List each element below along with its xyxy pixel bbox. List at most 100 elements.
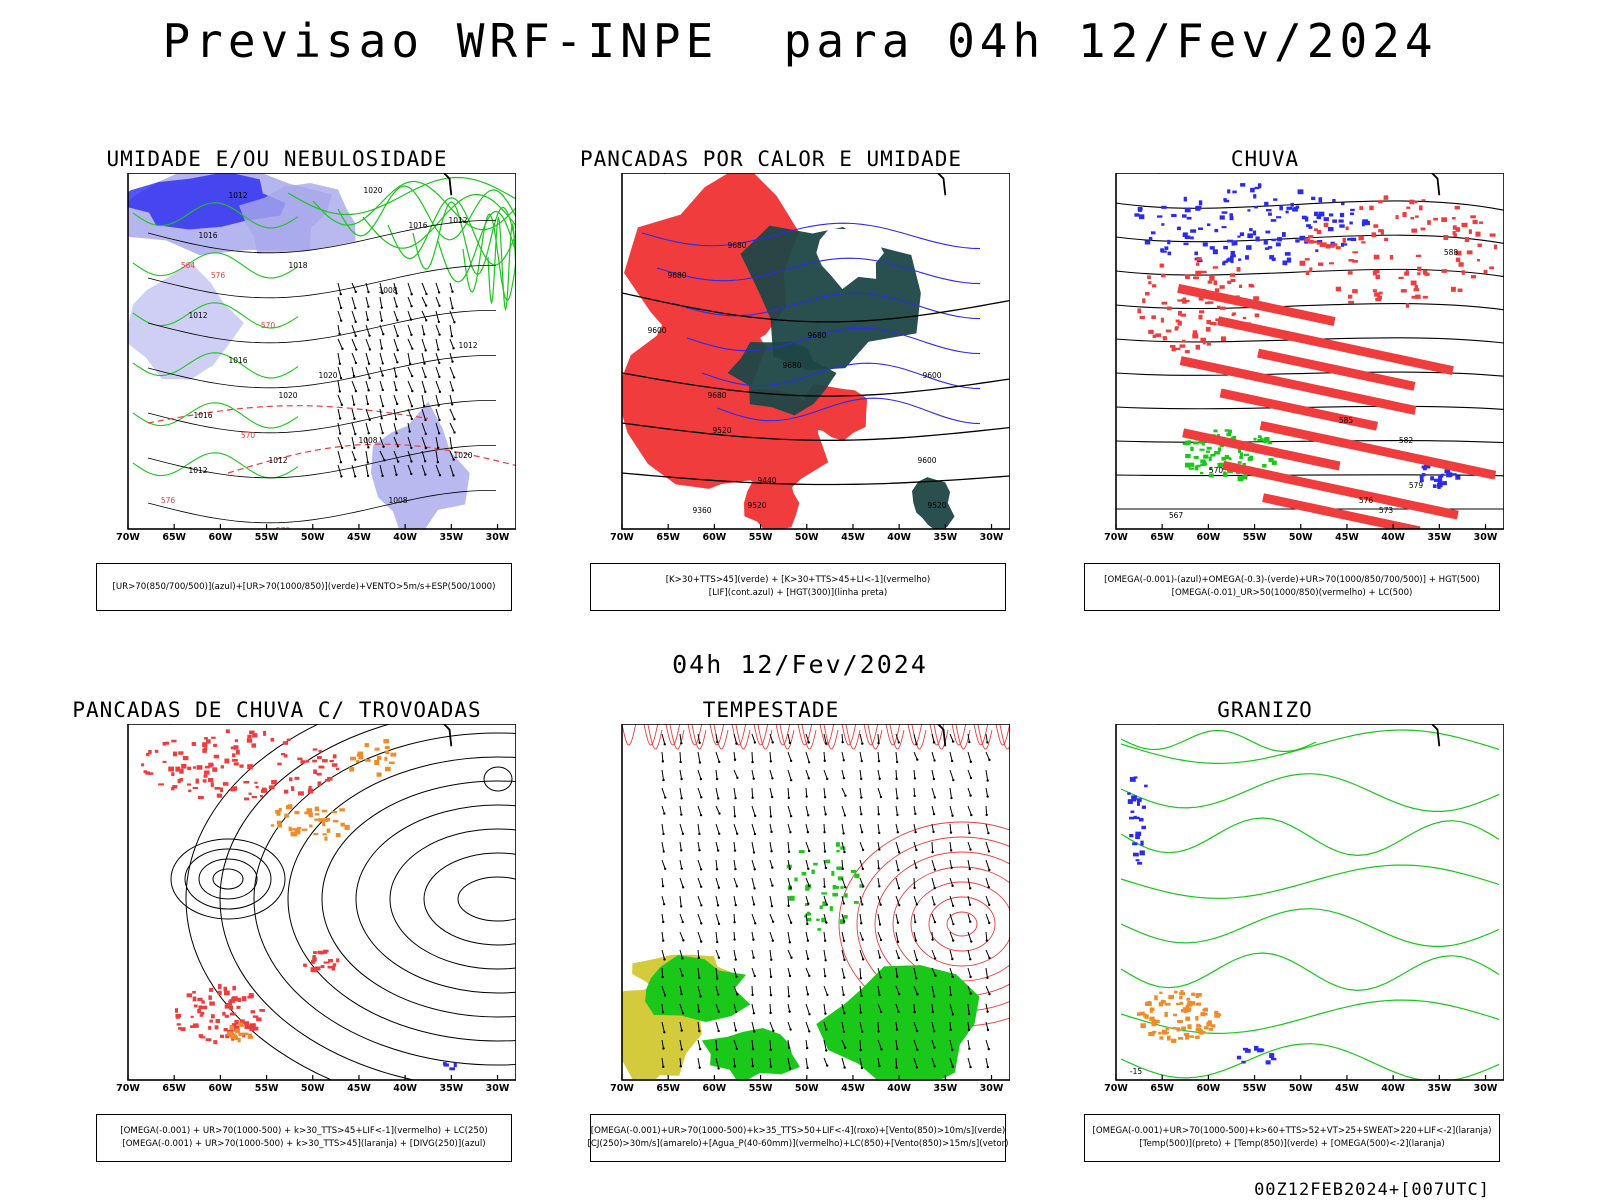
wind-vector [407,296,413,307]
vector-head [878,831,881,835]
wind-vector [913,1039,918,1051]
wind-vector [769,967,772,977]
speckle [300,760,305,764]
speckle [171,739,177,743]
vector-head [438,473,442,477]
speckle [1275,242,1281,247]
speckle [385,750,390,755]
vector-head [366,461,369,464]
speckle [1183,1033,1190,1036]
speckle [1182,286,1188,291]
speckle [854,873,860,879]
speckle [376,772,382,777]
speckle [1223,260,1228,263]
wind-vector [421,450,426,462]
speckle [1263,240,1268,245]
speckle [1413,288,1420,292]
vector-head [787,1046,791,1050]
vector-head [354,432,357,436]
x-tick-label: 60W [209,1083,233,1094]
speckle [145,771,151,775]
wind-vector [841,1021,845,1033]
speckle [1253,437,1257,441]
contour-label: 582 [1399,436,1414,445]
vector-head [860,994,863,998]
x-tick-label: 35W [1427,1083,1451,1094]
vector-head [424,349,427,352]
speckle [1430,476,1435,481]
speckle [1239,452,1243,457]
contour-label: 576 [1359,496,1374,505]
speckle [1194,465,1199,471]
vector-head [699,1047,702,1051]
vector-head [354,334,357,338]
speckle [1452,225,1457,230]
vector-head [383,459,386,462]
wind-vector [913,787,916,797]
wind-vector [351,380,357,392]
speckle [1258,435,1262,438]
contour-label: 9440 [757,476,776,485]
wind-vector [715,967,718,979]
speckle [1362,220,1368,225]
map-svg: 1012101610181020101610121016102010161020… [116,173,516,543]
speckle [232,996,238,1002]
vector-head [354,290,357,294]
vector-head [698,849,701,852]
vector-head [699,777,703,781]
wind-vector [769,1021,774,1032]
instability-area-li [691,389,829,500]
vector-head [931,1010,935,1014]
vector-head [951,957,954,961]
wind-vector [805,859,809,869]
vector-head [932,995,936,998]
vector-head [663,812,666,815]
vector-head [823,795,827,799]
speckle [376,755,382,760]
vector-head [969,760,973,763]
temp-850-contour [1120,908,1500,947]
legend-line: [OMEGA(-0.001)-(azul)+OMEGA(-0.3)-(verde… [1104,575,1480,585]
speckle [192,1023,199,1028]
speckle [1135,859,1140,862]
vector-head [859,977,862,980]
speckle [1160,248,1165,253]
vector-head [842,776,846,780]
contour-label: 9680 [667,271,686,280]
speckle [309,824,313,828]
speckle [1202,242,1208,247]
vector-head [807,777,811,780]
streamline-250 [483,766,513,792]
wind-vector [379,296,383,308]
vector-head [787,850,791,854]
wind-vector [805,751,810,763]
vector-head [933,1046,936,1049]
lifted-index-contour [701,362,981,390]
vector-head [771,741,774,744]
speckle [1352,289,1358,294]
speckle [1254,186,1260,190]
speckle [1347,237,1353,241]
wind-vector [841,769,845,779]
speckle [1207,301,1214,304]
speckle [1420,227,1426,231]
wind-vector [435,450,439,463]
speckle [1171,347,1176,352]
wind-vector [913,877,916,888]
contour-label: 1012 [188,466,207,475]
speckle [1422,270,1428,275]
panel-legend: [OMEGA(-0.001)-(azul)+OMEGA(-0.3)-(verde… [1084,563,1500,611]
wind-vector [697,859,702,870]
wind-vector [859,1003,862,1013]
speckle [1199,310,1205,314]
rain-omega-blue [1419,464,1461,489]
speckle [1235,295,1240,299]
map-svg: 58858558257957657357056712S15S18S21S24S2… [1104,173,1504,543]
vector-head [353,446,356,450]
wind-vector [769,877,773,886]
speckle [1144,1014,1149,1019]
wind-vector [661,823,664,835]
speckle [1176,1027,1181,1032]
wind-vector [787,1021,792,1030]
vector-head [451,389,455,392]
